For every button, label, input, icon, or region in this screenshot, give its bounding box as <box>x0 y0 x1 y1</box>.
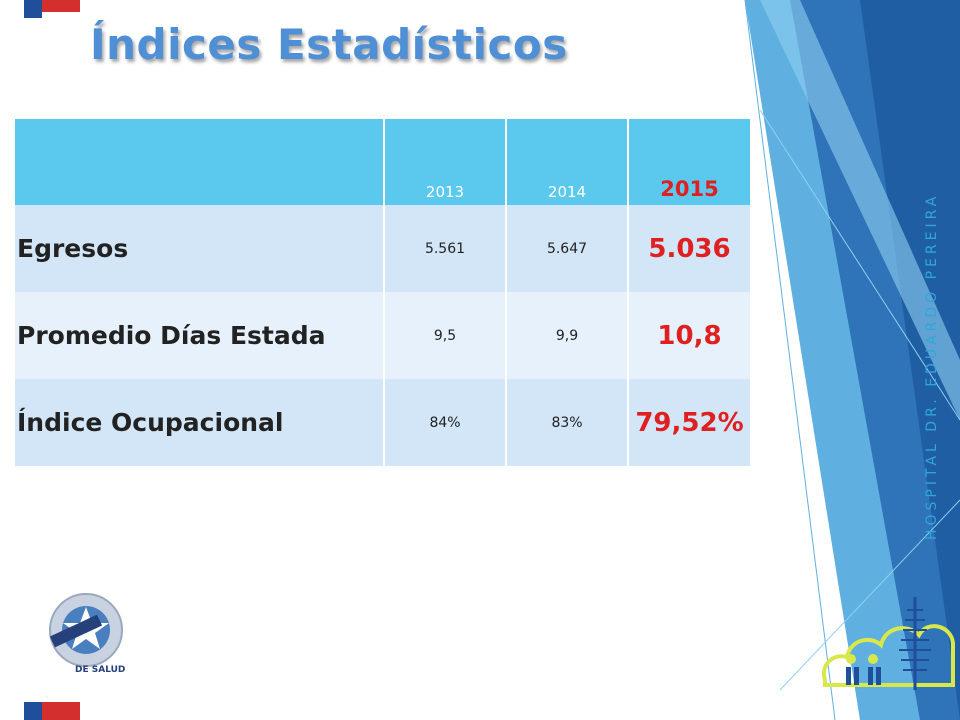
table-header-row: 2013 2014 2015 <box>13 119 752 205</box>
cell-value-highlight: 10,8 <box>627 292 752 379</box>
header-year-2014: 2014 <box>505 119 629 205</box>
statistics-table: 2013 2014 2015 Egresos 5.561 5.647 5.036… <box>13 119 752 466</box>
hospital-side-label: HOSPITAL DR. EDUARDO PEREIRA <box>924 192 940 540</box>
accreditation-seal-icon <box>49 593 123 667</box>
cell-value: 9,5 <box>383 292 507 379</box>
row-label: Promedio Días Estada <box>13 292 385 379</box>
cell-value: 83% <box>505 379 629 466</box>
cell-value: 5.647 <box>505 205 629 292</box>
cell-value: 9,9 <box>505 292 629 379</box>
hospital-logo-icon <box>821 597 955 690</box>
cell-value: 5.561 <box>383 205 507 292</box>
seal-caption: DE SALUD <box>75 665 126 675</box>
row-label: Egresos <box>13 205 385 292</box>
header-empty <box>13 119 385 205</box>
header-year-2015: 2015 <box>627 119 752 205</box>
chile-flag-stripe-bottom <box>24 702 80 720</box>
cell-value-highlight: 5.036 <box>627 205 752 292</box>
cell-value: 84% <box>383 379 507 466</box>
row-label: Índice Ocupacional <box>13 379 385 466</box>
chile-flag-stripe-top <box>24 0 80 18</box>
page-title: Índices Estadísticos <box>90 20 568 69</box>
table-row: Egresos 5.561 5.647 5.036 <box>13 205 752 292</box>
table-row: Promedio Días Estada 9,5 9,9 10,8 <box>13 292 752 379</box>
header-year-2013: 2013 <box>383 119 507 205</box>
table-row: Índice Ocupacional 84% 83% 79,52% <box>13 379 752 466</box>
cell-value-highlight: 79,52% <box>627 379 752 466</box>
